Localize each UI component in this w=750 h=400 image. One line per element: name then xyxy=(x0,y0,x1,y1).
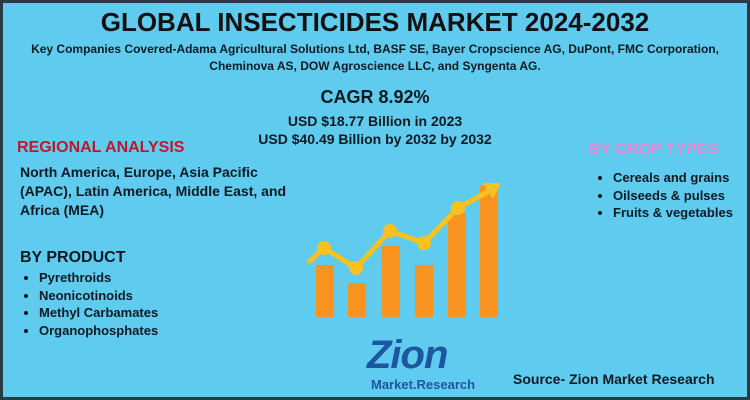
product-list: Pyrethroids Neonicotinoids Methyl Carbam… xyxy=(23,269,158,339)
subtitle: Key Companies Covered-Adama Agricultural… xyxy=(31,42,719,73)
regional-heading: REGIONAL ANALYSIS xyxy=(17,139,185,156)
product-item: Neonicotinoids xyxy=(39,287,158,305)
crop-heading: BY CROP TYPES xyxy=(589,141,719,158)
cagr: CAGR 8.92% xyxy=(320,87,430,107)
decor-line xyxy=(306,183,501,275)
growth-graphic xyxy=(306,183,501,317)
logo-tagline: Market.Research xyxy=(371,377,476,392)
summary-line: USD $40.49 Billion by 2032 by 2032 xyxy=(258,131,492,147)
product-item: Pyrethroids xyxy=(39,269,158,287)
summary-line: USD $18.77 Billion in 2023 xyxy=(287,113,463,129)
source: Source- Zion Market Research xyxy=(513,371,715,387)
title: GLOBAL INSECTICIDES MARKET 2024-2032 xyxy=(100,7,650,37)
crop-item: Cereals and grains xyxy=(613,169,733,187)
logo-name: Zion xyxy=(367,333,448,377)
product-item: Organophosphates xyxy=(39,322,158,340)
regional-text: North America, Europe, Asia Pacific (APA… xyxy=(20,164,287,218)
decor-bars xyxy=(316,186,498,317)
crop-item: Oilseeds & pulses xyxy=(613,187,733,205)
crop-item: Fruits & vegetables xyxy=(613,204,733,222)
product-item: Methyl Carbamates xyxy=(39,304,158,322)
crop-list: Cereals and grains Oilseeds & pulses Fru… xyxy=(597,169,733,222)
product-heading: BY PRODUCT xyxy=(20,249,126,266)
